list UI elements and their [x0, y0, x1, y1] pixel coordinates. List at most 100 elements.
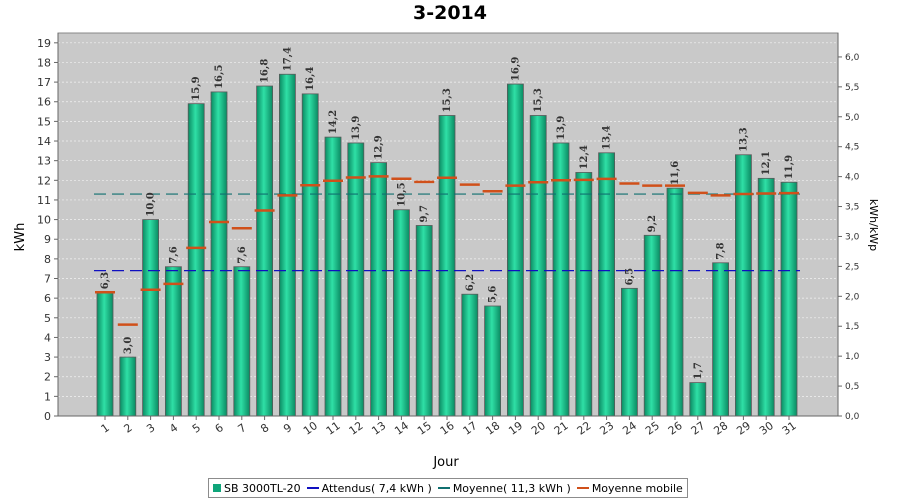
bar-value-label: 6,5: [624, 268, 635, 285]
bar: [712, 262, 729, 417]
bar-value-label: 7,6: [237, 246, 248, 263]
y-tick-label: 3: [44, 351, 51, 364]
x-tick-label: 28: [711, 419, 730, 438]
bar: [142, 219, 160, 417]
bar-value-label: 1,7: [693, 362, 704, 379]
y-tick-label: 7: [44, 273, 51, 286]
x-tick-label: 27: [689, 419, 708, 438]
bar: [370, 162, 388, 417]
y-tick-label: 15: [37, 115, 51, 128]
legend-item-production: SB 3000TL-20: [213, 482, 301, 495]
bar: [347, 142, 365, 417]
bar: [278, 73, 296, 417]
bar-value-label: 13,9: [556, 116, 567, 140]
x-tick-label: 23: [597, 419, 616, 438]
bar-value-label: 16,4: [305, 66, 316, 90]
y-tick-label: 19: [37, 37, 51, 50]
y2-tick-label: 3,5: [845, 203, 859, 213]
y2-tick-label: 5,0: [845, 113, 860, 123]
bar: [621, 287, 638, 417]
data-labels: 6,3 3,0 10,0 7,6 15,9 16,5 7,6 16,8 17,4 16,4 14,2…: [100, 47, 795, 380]
bar: [415, 225, 433, 417]
y-tick-label: 9: [44, 233, 51, 246]
bar: [164, 266, 182, 417]
bar-value-label: 7,8: [716, 242, 727, 259]
x-tick-label: 8: [258, 421, 271, 436]
x-tick-label: 16: [438, 419, 457, 438]
y-tick-label: 0: [44, 410, 51, 423]
x-tick-label: 2: [121, 421, 134, 436]
y2-tick-label: 4,0: [845, 173, 860, 183]
bar: [119, 356, 137, 417]
legend-label-moving-average: Moyenne mobile: [591, 481, 683, 495]
bar-value-label: 11,9: [784, 155, 795, 179]
bar-value-label: 12,1: [761, 151, 772, 175]
chart-title: 3-2014: [413, 2, 487, 24]
x-tick-label: 20: [529, 419, 548, 438]
y-tick-label: 2: [44, 371, 51, 384]
bar: [598, 152, 615, 417]
y2-tick-label: 6,0: [845, 53, 860, 63]
y2-tick-label: 2,0: [845, 292, 860, 302]
bar-value-label: 9,7: [419, 205, 430, 222]
bars-group: [96, 73, 798, 417]
legend-item-average: Moyenne( 11,3 kWh ): [437, 481, 571, 495]
bar-value-label: 3,0: [123, 337, 134, 354]
y-tick-label: 4: [44, 331, 51, 344]
bar-value-label: 13,9: [351, 116, 362, 140]
x-tick-label: 3: [144, 421, 157, 436]
bar-value-label: 14,2: [328, 110, 339, 134]
legend-swatch-production: [213, 484, 221, 492]
x-tick-label: 29: [734, 419, 753, 438]
legend-swatch-average: [437, 487, 450, 489]
bar: [484, 305, 502, 417]
bar-value-label: 17,4: [282, 47, 293, 71]
x-tick-label: 22: [575, 419, 594, 438]
bar: [210, 91, 228, 417]
x-tick-label: 11: [324, 419, 343, 438]
bar: [643, 234, 661, 417]
x-tick-label: 9: [281, 421, 294, 436]
legend-item-expected: Attendus( 7,4 kWh ): [306, 482, 432, 495]
bar-value-label: 15,3: [533, 88, 544, 112]
bar-value-label: 11,6: [670, 161, 681, 185]
x-tick-label: 12: [347, 419, 366, 438]
bar-value-label: 10,0: [146, 192, 157, 216]
x-tick-label: 15: [415, 419, 434, 438]
bar: [575, 172, 593, 417]
legend-item-moving-average: Moyenne mobile: [576, 481, 683, 495]
y-tick-label: 13: [37, 155, 51, 168]
x-tick-label: 1: [99, 421, 112, 436]
x-tick-label: 17: [461, 419, 480, 438]
legend: SB 3000TL-20 Attendus( 7,4 kWh ) Moyenne…: [208, 478, 688, 498]
bar-value-label: 15,3: [442, 88, 453, 112]
y-tick-label: 18: [37, 56, 51, 69]
reference-lines: [94, 175, 800, 326]
x-tick-label: 25: [643, 419, 662, 438]
bar-value-label: 16,5: [214, 65, 225, 89]
bar: [96, 291, 114, 417]
bar: [392, 209, 410, 417]
bar-value-label: 7,6: [168, 246, 179, 263]
bar: [301, 93, 319, 417]
x-tick-label: 5: [190, 421, 203, 436]
y2-tick-label: 5,5: [845, 83, 859, 93]
x-tick-label: 6: [213, 421, 226, 436]
bar-value-label: 13,3: [738, 127, 749, 151]
bar-value-label: 12,4: [579, 145, 590, 169]
bar: [187, 103, 205, 417]
y-tick-label: 11: [37, 194, 51, 207]
y-tick-label: 16: [37, 96, 51, 109]
bar: [552, 142, 570, 417]
x-tick-label: 31: [780, 419, 799, 438]
x-tick-label: 13: [369, 419, 388, 438]
y-tick-label: 14: [37, 135, 51, 148]
x-tick-label: 18: [483, 419, 502, 438]
y2-tick-label: 2,5: [845, 262, 859, 272]
bar: [780, 181, 798, 417]
bar: [461, 293, 479, 417]
y-tick-label: 17: [37, 76, 51, 89]
y2-tick-label: 1,0: [845, 352, 860, 362]
legend-label-average: Moyenne( 11,3 kWh ): [452, 481, 571, 495]
